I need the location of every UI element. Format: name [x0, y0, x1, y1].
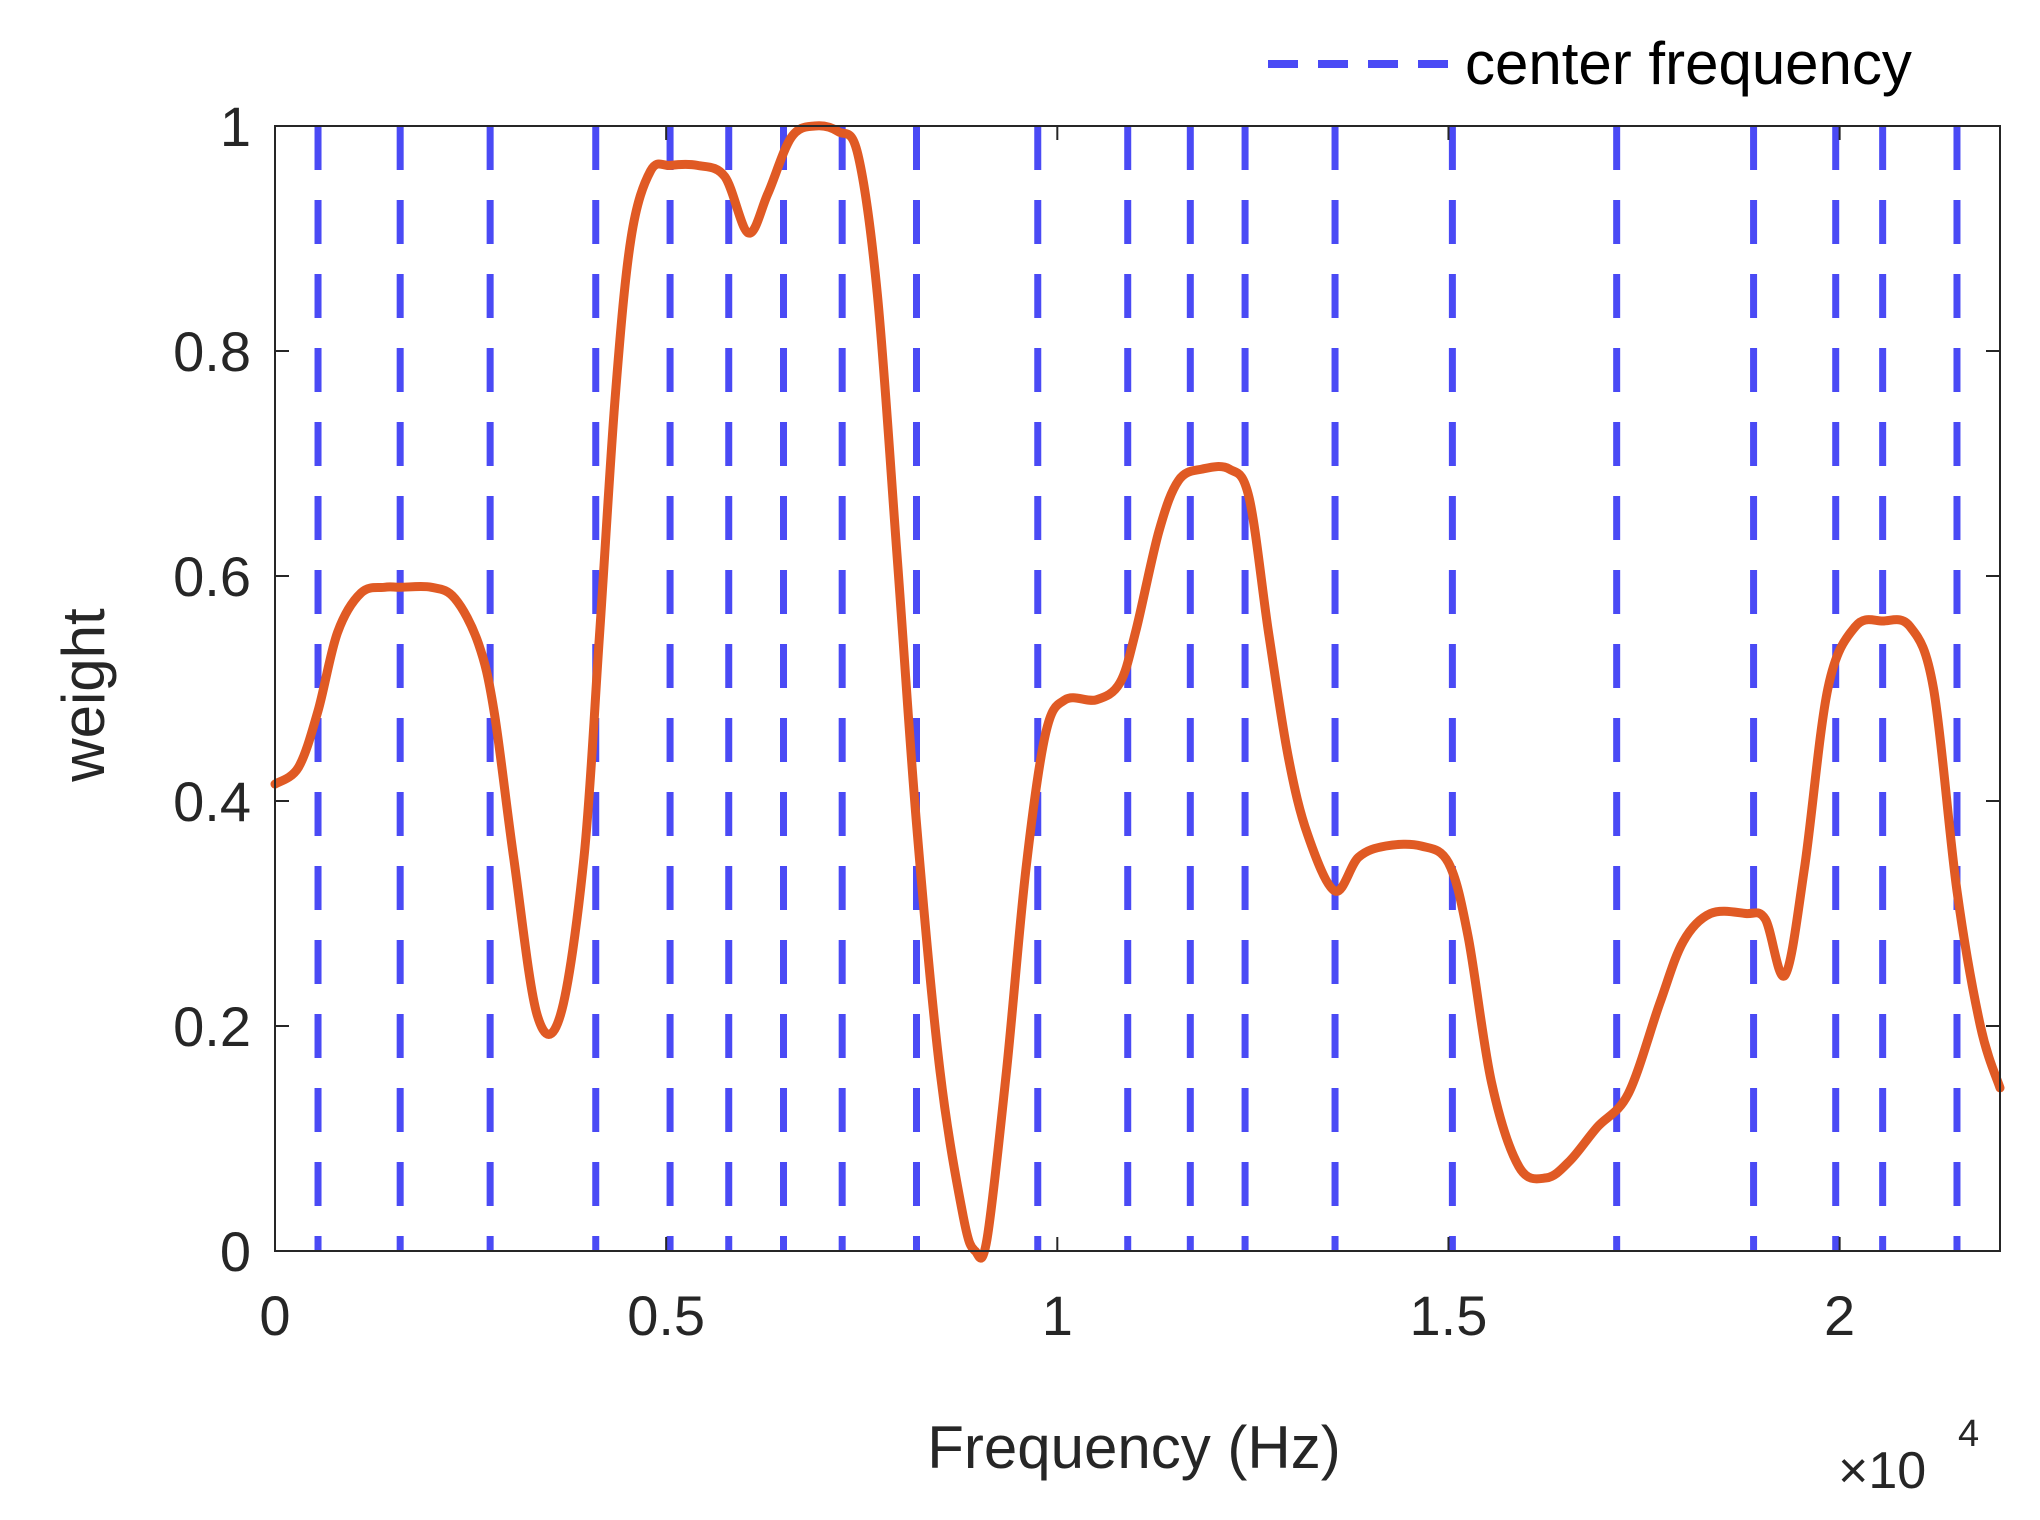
- y-tick-label: 0.6: [173, 545, 251, 608]
- x-exponent-label: ×10 4: [1838, 1413, 1979, 1500]
- center-frequency-lines: [314, 126, 1961, 1251]
- x-tick-label: 1.5: [1410, 1284, 1488, 1347]
- y-tick-label: 1: [220, 95, 251, 158]
- x-exponent-power: 4: [1958, 1413, 1979, 1455]
- y-axis-label: weight: [50, 608, 117, 783]
- legend-label-center-frequency: center frequency: [1465, 30, 1912, 97]
- axes-box: [274, 125, 2001, 1252]
- weight-curve: [270, 121, 2005, 1263]
- x-ticks: 0 0.5 1 1.5 2: [259, 126, 1855, 1347]
- x-axis-label: Frequency (Hz): [927, 1414, 1340, 1481]
- y-tick-label: 0.2: [173, 995, 251, 1058]
- weight-curve-layer: [270, 121, 2005, 1263]
- y-tick-label: 0.8: [173, 320, 251, 383]
- x-tick-label: 0.5: [627, 1284, 705, 1347]
- x-tick-label: 1: [1042, 1284, 1073, 1347]
- y-tick-label: 0.4: [173, 770, 251, 833]
- legend: center frequency: [1268, 30, 1912, 97]
- x-tick-label: 2: [1824, 1284, 1855, 1347]
- y-ticks: 0 0.2 0.4 0.6 0.8 1: [173, 95, 2000, 1283]
- x-tick-label: 0: [259, 1284, 290, 1347]
- x-exponent-base: ×10: [1838, 1442, 1926, 1500]
- y-tick-label: 0: [220, 1220, 251, 1283]
